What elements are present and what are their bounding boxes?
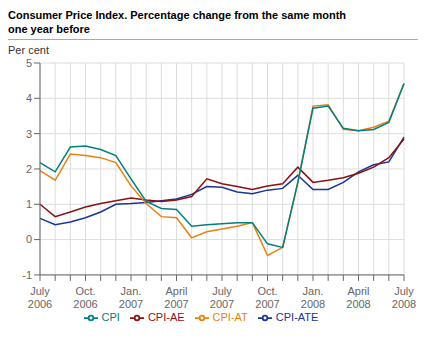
svg-text:-1: -1 (22, 269, 32, 281)
svg-text:July2007: July2007 (210, 285, 234, 310)
svg-text:July2006: July2006 (28, 285, 52, 310)
svg-text:Oct.2007: Oct.2007 (255, 285, 279, 310)
svg-text:4: 4 (26, 92, 32, 104)
svg-text:July2008: July2008 (392, 285, 416, 310)
html-text:Per cent: Per cent (8, 44, 49, 56)
html-text:Consumer Price Index. Percenta: Consumer Price Index. Percentage change … (8, 9, 346, 35)
svg-text:Jan.2008: Jan.2008 (301, 285, 325, 310)
svg-text:Oct.2006: Oct.2006 (73, 285, 97, 310)
svg-text:5: 5 (26, 57, 32, 69)
html-text:CPI-AE: CPI-AE (147, 310, 185, 323)
svg-text:3: 3 (26, 128, 32, 140)
svg-text:1: 1 (26, 198, 32, 210)
html-text:CPI: CPI (101, 310, 120, 323)
html-text:CPI-AT: CPI-AT (212, 310, 248, 323)
html-text:CPI-ATE: CPI-ATE (275, 310, 319, 323)
svg-text:0: 0 (26, 233, 32, 245)
svg-text:Jan.2007: Jan.2007 (119, 285, 143, 310)
svg-text:2: 2 (26, 163, 32, 175)
svg-text:April2008: April2008 (346, 285, 370, 310)
svg-text:April2007: April2007 (164, 285, 188, 310)
